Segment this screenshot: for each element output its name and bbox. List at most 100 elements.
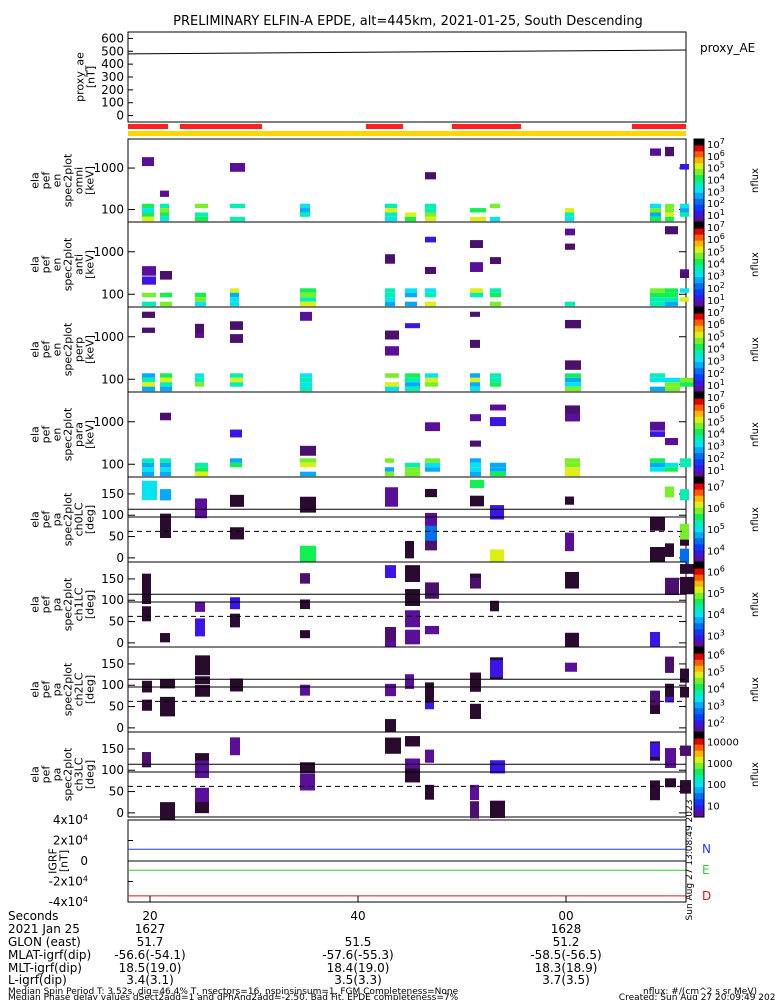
heatmap-cell bbox=[565, 212, 574, 217]
heatmap-cell bbox=[470, 479, 484, 489]
heatmap-cell bbox=[385, 254, 395, 264]
heatmap-cell bbox=[425, 690, 434, 703]
heatmap-cell bbox=[425, 458, 440, 463]
panel-para: 1001000elapefenspec2plotpara[keV]1011021… bbox=[29, 390, 761, 478]
y-axis-label-line: ela bbox=[29, 172, 42, 189]
colorbar-segment bbox=[694, 367, 704, 375]
colorbar-label: nflux bbox=[750, 168, 761, 193]
colorbar-tick: 10000 bbox=[707, 738, 739, 749]
heatmap-cell bbox=[565, 301, 575, 307]
heatmap-cell bbox=[425, 212, 436, 217]
y-axis-label-line: spec2plot bbox=[62, 662, 75, 716]
heatmap-cell bbox=[230, 597, 240, 610]
heatmap-cell bbox=[385, 208, 397, 213]
y-tick-label: 150 bbox=[101, 657, 124, 671]
y-axis-label-line: pef bbox=[40, 425, 53, 444]
x-row-label: MLAT-igrf(dip) bbox=[8, 948, 91, 962]
heatmap-cell bbox=[160, 190, 169, 197]
heatmap-cell bbox=[650, 517, 665, 531]
heatmap-cell bbox=[405, 589, 420, 606]
heatmap-cell bbox=[405, 629, 420, 645]
heatmap-cell bbox=[142, 467, 154, 472]
heatmap-cell bbox=[160, 212, 169, 217]
colorbar-segment bbox=[694, 228, 704, 235]
y-axis-label-line: pa bbox=[51, 768, 64, 782]
colorbar-segment bbox=[694, 634, 704, 642]
heatmap-cell bbox=[470, 495, 484, 507]
panel-perp: 1001000elapefenspec2plotperp[keV]1011021… bbox=[29, 305, 761, 393]
colorbar-segment bbox=[694, 610, 704, 618]
heatmap-cell bbox=[142, 377, 155, 383]
x-row-value: -56.6(-54.1) bbox=[114, 948, 185, 962]
heatmap-cell bbox=[385, 330, 399, 340]
heatmap-cell bbox=[142, 203, 154, 209]
heatmap-cell bbox=[300, 212, 310, 217]
heatmap-cell bbox=[142, 216, 154, 222]
y-axis-label-line: ela bbox=[29, 511, 42, 528]
colorbar-tick: 101 bbox=[707, 463, 725, 477]
heatmap-cell bbox=[665, 778, 676, 788]
heatmap-cell bbox=[470, 414, 481, 422]
heatmap-cell bbox=[565, 208, 574, 213]
colorbar-tick: 106 bbox=[707, 648, 725, 662]
heatmap-cell bbox=[665, 692, 674, 703]
y-axis-label-line: omni bbox=[73, 167, 86, 194]
y-tick-label: 600 bbox=[101, 31, 124, 45]
heatmap-cell bbox=[230, 462, 242, 468]
heatmap-cell bbox=[565, 632, 579, 648]
heatmap-cell bbox=[230, 334, 243, 343]
heatmap-cell bbox=[385, 719, 396, 732]
heatmap-cell bbox=[230, 292, 239, 298]
colorbar-segment bbox=[694, 798, 704, 806]
heatmap-cell bbox=[650, 467, 665, 472]
y-axis-label-line: para bbox=[73, 422, 86, 447]
colorbar-segment bbox=[694, 750, 704, 757]
colorbar-segment bbox=[694, 701, 704, 709]
heatmap-cell bbox=[565, 467, 580, 472]
heatmap-cell bbox=[680, 548, 689, 567]
heatmap-cell bbox=[565, 373, 581, 378]
colorbar-tick: 104 bbox=[707, 543, 725, 557]
y-tick-label: 0 bbox=[116, 636, 124, 650]
heatmap-cell bbox=[490, 659, 503, 678]
x-row-value: 18.5(19.0) bbox=[119, 961, 182, 975]
colorbar-segment bbox=[694, 604, 704, 612]
colorbar-tick: 103 bbox=[707, 699, 725, 713]
heatmap-cell bbox=[490, 417, 506, 427]
heatmap-cell bbox=[490, 467, 506, 472]
colorbar-segment bbox=[694, 434, 704, 442]
heatmap-cell bbox=[565, 471, 580, 477]
colorbar-segment bbox=[694, 422, 704, 429]
y-axis-label-line: [keV] bbox=[84, 420, 97, 449]
y-tick-label: 100 bbox=[101, 203, 124, 217]
colorbar-segment bbox=[694, 337, 704, 344]
heatmap-cell bbox=[470, 377, 480, 383]
heatmap-cell bbox=[300, 773, 315, 791]
y-axis-label-line: ela bbox=[29, 681, 42, 698]
heatmap-cell bbox=[470, 216, 486, 222]
heatmap-cell bbox=[425, 236, 436, 243]
colorbar-tick: 105 bbox=[707, 665, 725, 679]
colorbar-segment bbox=[694, 270, 704, 278]
heatmap-cell bbox=[680, 780, 691, 794]
colorbar-tick: 106 bbox=[707, 501, 725, 515]
y-axis-label-line: ela bbox=[29, 341, 42, 358]
heatmap-cell bbox=[385, 386, 399, 392]
colorbar-segment bbox=[694, 659, 704, 666]
heatmap-cell bbox=[650, 462, 665, 468]
colorbar-segment bbox=[694, 373, 704, 381]
heatmap-cell bbox=[300, 458, 316, 463]
heatmap-cell bbox=[300, 762, 315, 774]
y-axis-label-line: spec2plot bbox=[62, 153, 75, 207]
y-tick-label: 100 bbox=[101, 763, 124, 777]
colorbar-segment bbox=[694, 519, 704, 527]
heatmap-cell bbox=[470, 672, 481, 692]
colorbar-label: nflux bbox=[750, 762, 761, 787]
colorbar-segment bbox=[694, 222, 704, 229]
heatmap-cell bbox=[160, 471, 171, 477]
heatmap-cell bbox=[160, 513, 171, 531]
colorbar bbox=[693, 646, 705, 733]
heatmap-cell bbox=[195, 798, 209, 814]
heatmap-cell bbox=[565, 377, 581, 383]
